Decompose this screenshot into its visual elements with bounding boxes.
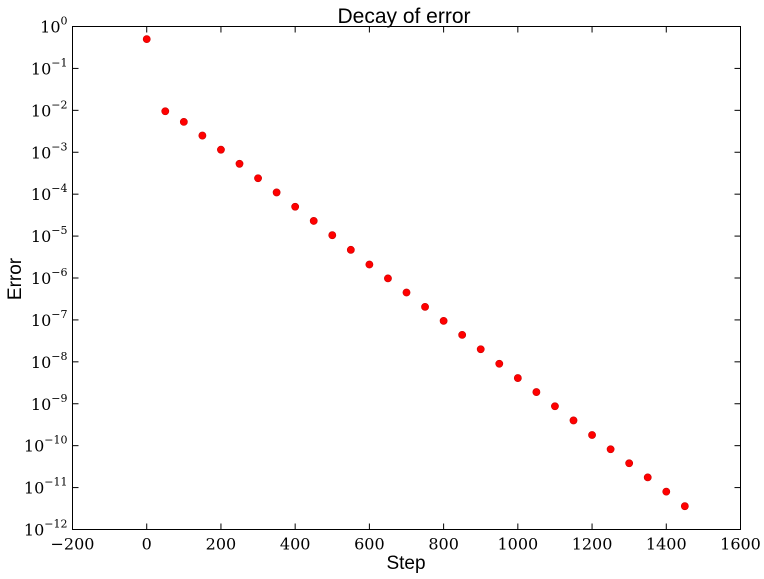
y-tick-label: 10−4 xyxy=(31,182,68,204)
data-point xyxy=(272,188,281,197)
data-point xyxy=(384,274,392,283)
x-tick-label: −200 xyxy=(51,535,95,554)
x-tick-label: 0 xyxy=(142,535,152,554)
data-point xyxy=(439,316,448,325)
data-point xyxy=(495,359,504,368)
data-point xyxy=(179,117,188,126)
data-point xyxy=(458,330,467,339)
data-point xyxy=(402,288,411,297)
x-tick-label: 400 xyxy=(280,535,311,554)
data-point xyxy=(161,107,170,116)
x-tick-label: 1600 xyxy=(720,535,761,554)
data-point xyxy=(254,174,262,183)
data-point xyxy=(513,374,522,382)
y-tick-label: 10−12 xyxy=(24,518,68,540)
y-tick-label: 10−3 xyxy=(31,140,68,162)
y-tick-label: 100 xyxy=(40,15,67,37)
y-tick-label: 10−10 xyxy=(24,434,68,456)
data-point xyxy=(662,487,671,496)
x-tick-label: 800 xyxy=(428,535,459,554)
data-point xyxy=(309,217,318,225)
chart-title: Decay of error xyxy=(337,5,470,28)
plot-frame xyxy=(72,26,741,530)
y-tick-label: 10−9 xyxy=(31,392,68,414)
x-tick-label: 200 xyxy=(206,535,237,554)
data-points xyxy=(142,35,689,511)
data-point xyxy=(551,402,559,411)
x-tick-label: 1200 xyxy=(572,535,613,554)
data-point xyxy=(346,245,355,254)
data-point xyxy=(142,35,151,44)
x-axis-label: Step xyxy=(386,553,425,574)
data-point xyxy=(198,131,207,140)
y-tick-label: 10−1 xyxy=(31,56,68,78)
data-point xyxy=(328,231,337,240)
data-point xyxy=(476,345,485,354)
data-point xyxy=(569,416,578,425)
axis-ticks: −200 0 200 400 600 800 1000 1200 1400 1600 100 10−1… xyxy=(24,15,761,554)
data-point xyxy=(235,159,244,168)
y-tick-label: 10−2 xyxy=(31,98,68,120)
data-point xyxy=(532,388,541,396)
data-point xyxy=(643,473,652,482)
y-tick-label: 10−6 xyxy=(31,266,68,288)
x-tick-label: 1400 xyxy=(646,535,687,554)
data-point xyxy=(680,502,689,511)
x-tick-label: 1000 xyxy=(497,535,538,554)
data-point xyxy=(421,302,429,311)
data-point xyxy=(588,431,596,439)
data-point xyxy=(217,145,225,154)
y-tick-label: 10−8 xyxy=(31,350,68,372)
data-point xyxy=(606,445,615,454)
y-tick-label: 10−5 xyxy=(31,224,68,246)
y-tick-label: 10−7 xyxy=(31,308,68,330)
y-axis-label: Error xyxy=(5,257,26,300)
data-point xyxy=(291,202,300,211)
data-point xyxy=(625,459,634,468)
data-point xyxy=(365,260,374,269)
x-tick-label: 600 xyxy=(354,535,385,554)
y-tick-label: 10−11 xyxy=(24,476,68,498)
